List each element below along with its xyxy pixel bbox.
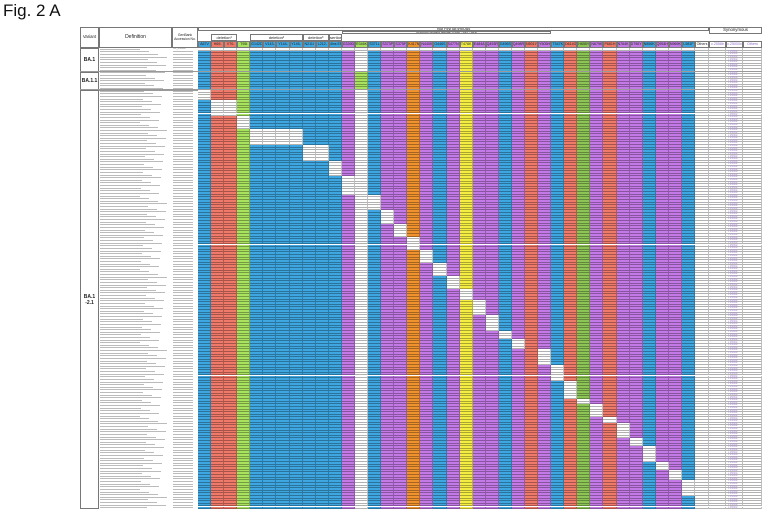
header-deletion3: deletion³ (303, 34, 329, 41)
header-definition: Definition (99, 27, 172, 48)
column-header-S375F: S375F (394, 41, 407, 48)
header-deletion2: deletion² (250, 34, 302, 41)
column-header-Y505H: Y505H (538, 41, 551, 48)
column-header-214insEPE: 214ins EPE (329, 41, 342, 48)
column-header-N440K: N440K (420, 41, 433, 48)
column-header-R346K: R346K (355, 41, 368, 48)
column-header-L981F: L981F (682, 41, 695, 48)
column-header-G339D: G339D (342, 41, 355, 48)
header-synonymous: Synonymous (709, 27, 762, 34)
header-deletion1: deletion¹ (211, 34, 237, 41)
column-header-P681H: P681H (603, 41, 616, 48)
mutation-table: BA.1 NC_045512 c.25000c c.25000c c.25000c c.2… (80, 48, 762, 509)
column-header-H69: H69- (211, 41, 224, 48)
synonymous-header-1: c.25000c (726, 41, 743, 48)
column-header-N501Y: N501Y (525, 41, 538, 48)
column-header-D614G: D614G (564, 41, 577, 48)
column-header-G496S: G496S (499, 41, 512, 48)
column-header-K417N: K417N (407, 41, 420, 48)
column-header-Y145: Y145- (290, 41, 303, 48)
column-header-H655Y: H655Y (577, 41, 590, 48)
column-header-N764K: N764K (617, 41, 630, 48)
column-header-Y144: Y144- (276, 41, 289, 48)
column-header-N211I: N211I (303, 41, 316, 48)
column-header-Q498R: Q498R (512, 41, 525, 48)
column-header-T547K: T547K (551, 41, 564, 48)
column-header-N856K: N856K (643, 41, 656, 48)
column-header-G142D: G142D (250, 41, 263, 48)
column-header-N969K: N969K (669, 41, 682, 48)
synonymous-header-0: c.2558b (709, 41, 726, 48)
column-header-T478K: T478K (460, 41, 473, 48)
header-variant: Variant (80, 27, 99, 48)
figure-title: Fig. 2 A (3, 1, 61, 21)
column-header-T95I: T95I (237, 41, 250, 48)
column-header-D796Y: D796Y (630, 41, 643, 48)
header-rbd: Receptor binding domain (RBD : 319 - 541… (342, 31, 551, 34)
column-header-S371L: S371L (368, 41, 381, 48)
column-header-V143: V143- (263, 41, 276, 48)
column-header-G446S: G446S (433, 41, 446, 48)
header-insertion4: insertion⁴ (329, 34, 342, 41)
synonymous-header-2: Others (743, 41, 762, 48)
column-header-S477N: S477N (447, 41, 460, 48)
column-header-Q493R: Q493R (486, 41, 499, 48)
table-header: Variant Definition GenBank Accession No. No… (80, 27, 762, 48)
column-header-others: Others (695, 41, 709, 48)
column-header-E484A: E484A (473, 41, 486, 48)
column-header-S373P: S373P (381, 41, 394, 48)
column-header-Q954H: Q954H (656, 41, 669, 48)
column-header-N679K: N679K (590, 41, 603, 48)
header-accession: GenBank Accession No. (172, 27, 198, 48)
column-header-A67V: A67V (198, 41, 211, 48)
column-header-V70: V70- (224, 41, 237, 48)
column-header-L212: L212- (316, 41, 329, 48)
